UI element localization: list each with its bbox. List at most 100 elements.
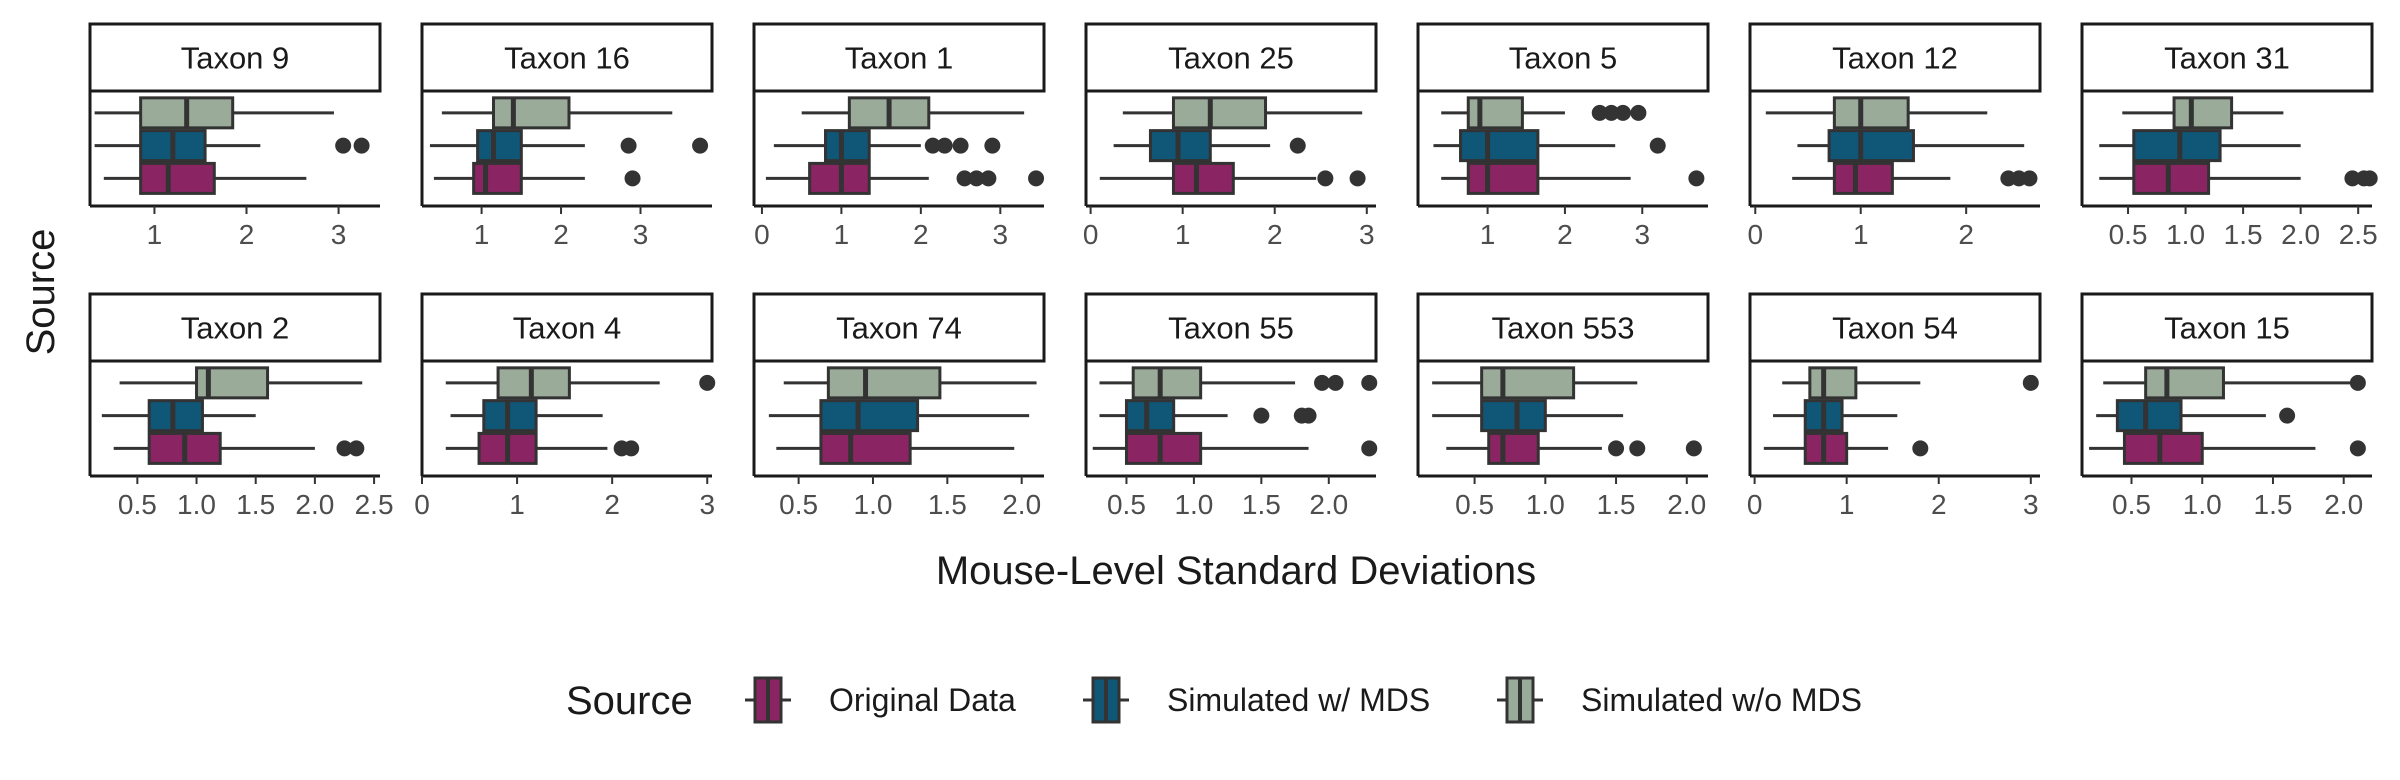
- facet-title: Taxon 54: [1832, 311, 1958, 346]
- outlier-point: [956, 170, 973, 187]
- box-original-data: [1763, 431, 1929, 465]
- box-simulated-w-o-mds: [2122, 96, 2284, 130]
- facet-strip: [752, 22, 1046, 93]
- box-simulated-w-mds: [101, 399, 256, 433]
- box-simulated-w-o-mds: [445, 366, 716, 400]
- legend: Source Original Data Simulated w/ MDS Simu…: [566, 676, 1862, 724]
- box-original-data: [433, 161, 641, 195]
- facet-taxon-16: Taxon 16 1 2 3: [420, 22, 714, 250]
- iqr-box: [1480, 399, 1547, 433]
- legend-title: Source: [566, 679, 693, 723]
- facet-taxon-9: Taxon 9 1 2 3: [88, 22, 382, 250]
- outlier-point: [1300, 407, 1317, 424]
- outlier-point: [924, 137, 941, 154]
- x-tick-label: 1.5: [1242, 489, 1281, 520]
- outlier-point: [1253, 407, 1270, 424]
- x-tick-label: 0: [1747, 489, 1763, 520]
- facet-title: Taxon 74: [836, 311, 962, 346]
- box-simulated-w-o-mds: [94, 96, 334, 130]
- box-simulated-w-mds: [1433, 129, 1666, 163]
- facet-strip: [1416, 22, 1710, 93]
- box-simulated-w-o-mds: [119, 366, 363, 400]
- box-original-data: [776, 431, 1015, 465]
- outlier-point: [348, 440, 365, 457]
- facet-title: Taxon 1: [845, 41, 954, 76]
- box-simulated-w-mds: [1432, 399, 1624, 433]
- outlier-point: [353, 137, 370, 154]
- iqr-box: [2144, 366, 2225, 400]
- iqr-box: [1466, 96, 1524, 130]
- x-tick-label: 0: [1747, 219, 1763, 250]
- box-simulated-w-mds: [2096, 399, 2296, 433]
- x-tick-label: 2: [1958, 219, 1974, 250]
- outlier-point: [1317, 170, 1334, 187]
- facet-strip: [1748, 22, 2042, 93]
- x-tick-label: 1: [1839, 489, 1855, 520]
- facet-strip: [2080, 292, 2374, 363]
- facet-strip: [1084, 292, 1378, 363]
- iqr-box: [1832, 161, 1894, 195]
- facet-title: Taxon 2: [181, 311, 290, 346]
- facet-strip: [2080, 22, 2374, 93]
- iqr-box: [2115, 399, 2183, 433]
- box-simulated-w-o-mds: [801, 96, 1025, 130]
- outlier-point: [1361, 440, 1378, 457]
- facet-title: Taxon 4: [513, 311, 622, 346]
- x-tick-label: 2.5: [355, 489, 394, 520]
- y-axis-title: Source: [19, 229, 63, 356]
- outlier-point: [1603, 104, 1620, 121]
- x-tick-label: 2: [604, 489, 620, 520]
- x-tick-label: 0.5: [2109, 219, 2148, 250]
- iqr-box: [2132, 129, 2222, 163]
- iqr-box: [1131, 366, 1203, 400]
- iqr-box: [1124, 399, 1176, 433]
- x-tick-label: 1.5: [236, 489, 275, 520]
- outlier-point: [936, 137, 953, 154]
- outlier-point: [2021, 170, 2038, 187]
- x-tick-label: 1.5: [928, 489, 967, 520]
- facet-title: Taxon 15: [2164, 311, 2290, 346]
- facet-strip: [752, 292, 1046, 363]
- x-tick-label: 0.5: [2112, 489, 2151, 520]
- box-simulated-w-o-mds: [1782, 366, 2039, 400]
- outlier-point: [620, 137, 637, 154]
- outlier-point: [336, 440, 353, 457]
- x-tick-label: 1.0: [1174, 489, 1213, 520]
- outlier-point: [1614, 104, 1631, 121]
- iqr-box: [1171, 161, 1235, 195]
- x-tick-label: 0.5: [779, 489, 818, 520]
- outlier-point: [2022, 374, 2039, 391]
- legend-item-original-data: Original Data: [745, 676, 1016, 724]
- facet-taxon-4: Taxon 4 0 1 2 3: [414, 292, 716, 520]
- outlier-point: [624, 170, 641, 187]
- x-tick-label: 3: [633, 219, 649, 250]
- x-tick-label: 1: [509, 489, 525, 520]
- iqr-box: [2172, 96, 2234, 130]
- outlier-point: [952, 137, 969, 154]
- x-tick-label: 0: [754, 219, 770, 250]
- box-simulated-w-o-mds: [1122, 96, 1363, 130]
- facet-taxon-15: Taxon 15 0.5 1.0 1.5 2.0: [2080, 292, 2374, 520]
- facet-taxon-25: Taxon 25 0 1 2 3: [1083, 22, 1378, 250]
- outlier-point: [1685, 440, 1702, 457]
- iqr-box: [476, 129, 523, 163]
- x-tick-label: 3: [1359, 219, 1375, 250]
- outlier-point: [2349, 374, 2366, 391]
- x-tick-label: 1: [834, 219, 850, 250]
- box-simulated-w-mds: [450, 399, 603, 433]
- outlier-point: [1649, 137, 1666, 154]
- box-simulated-w-mds: [429, 129, 709, 163]
- facet-strip: [88, 22, 382, 93]
- outlier-point: [1688, 170, 1705, 187]
- x-tick-label: 1: [147, 219, 163, 250]
- x-tick-label: 2: [1267, 219, 1283, 250]
- facet-title: Taxon 5: [1509, 41, 1618, 76]
- outlier-point: [1349, 170, 1366, 187]
- box-simulated-w-o-mds: [1765, 96, 1988, 130]
- facet-taxon-5: Taxon 5 1 2 3: [1416, 22, 1710, 250]
- x-axis-title: Mouse-Level Standard Deviations: [936, 549, 1536, 593]
- box-original-data: [1441, 161, 1705, 195]
- facet-taxon-31: Taxon 31 0.5 1.0 1.5 2.0 2.5: [2080, 22, 2378, 250]
- x-tick-label: 1: [1853, 219, 1869, 250]
- x-tick-label: 2: [1931, 489, 1947, 520]
